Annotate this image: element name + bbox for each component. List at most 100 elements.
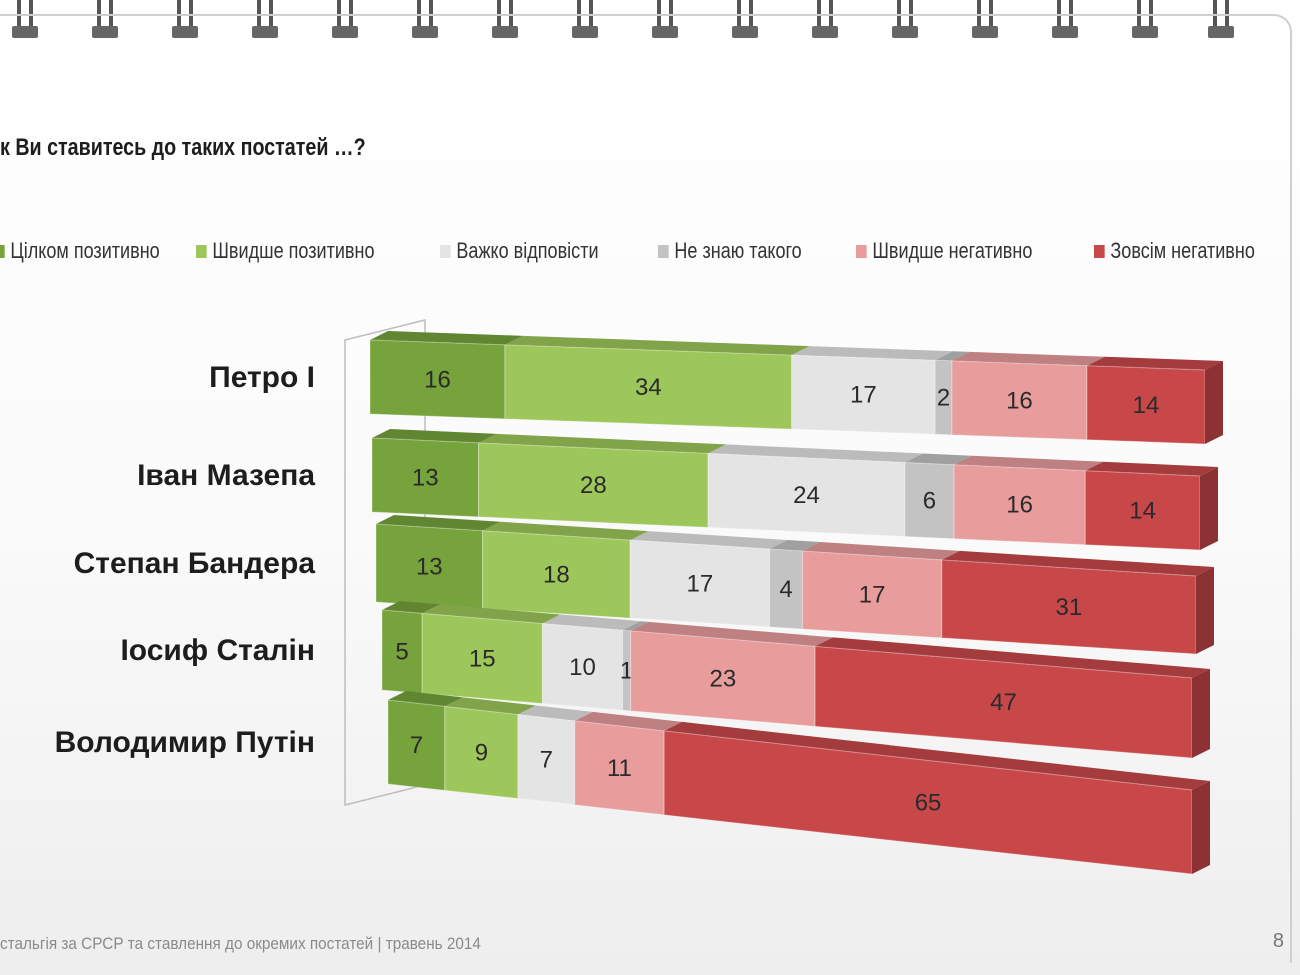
bar-segment-top	[1086, 356, 1223, 370]
data-label: 17	[687, 571, 714, 598]
legend-item: Зовсім негативно	[1094, 238, 1255, 264]
legend-item: Швидше негативно	[856, 238, 1032, 264]
page-border	[0, 14, 1292, 963]
bar-segment-top	[517, 705, 593, 721]
legend-item: Цілком позитивно	[0, 238, 160, 264]
data-label: 28	[580, 472, 607, 499]
bar-segment-top	[444, 697, 536, 715]
bar-segment-top	[951, 351, 1105, 366]
data-label: 2	[937, 385, 950, 412]
data-label: 6	[923, 488, 936, 515]
bar-segment-top	[791, 346, 954, 361]
data-label: 13	[416, 553, 443, 580]
bar-segment	[421, 612, 543, 705]
category-label: Володимир Путін	[55, 726, 315, 759]
category-label: Іван Мазепа	[137, 459, 315, 492]
bar-segment-top	[815, 637, 1210, 678]
legend-label: Важко відповісти	[456, 238, 599, 263]
bar-segment-top	[542, 614, 641, 631]
legend-label: Швидше позитивно	[212, 238, 375, 263]
data-label: 31	[1056, 594, 1083, 621]
data-label: 17	[859, 581, 886, 608]
data-label: 11	[607, 755, 632, 782]
data-label: 34	[635, 374, 662, 401]
bar-end-face	[1205, 361, 1223, 444]
bar-segment	[541, 622, 624, 711]
bar-segment-top	[935, 351, 970, 361]
legend-swatch	[658, 244, 669, 258]
category-label: Іосиф Сталін	[120, 634, 315, 667]
bar-end-face	[1192, 669, 1210, 758]
data-label: 14	[1129, 497, 1156, 524]
legend-item: Швидше позитивно	[196, 238, 375, 264]
data-label: 14	[1133, 392, 1160, 419]
bar-segment	[504, 344, 793, 430]
bar-segment-top	[708, 444, 923, 463]
bar-segment	[707, 452, 906, 537]
legend-label: Зовсім негативно	[1110, 238, 1255, 263]
bar-end-face	[1196, 567, 1214, 654]
legend-label: Цілком позитивно	[10, 238, 160, 263]
legend-swatch	[440, 244, 451, 258]
bar-segment-top	[630, 621, 834, 647]
bar-segment-top	[664, 721, 1210, 790]
bar-segment	[953, 464, 1086, 546]
legend-swatch	[0, 244, 5, 258]
bar-segment	[371, 437, 480, 518]
bar-end-face	[1200, 467, 1218, 550]
data-label: 7	[410, 732, 423, 759]
bar-segment	[951, 360, 1088, 441]
data-label: 24	[793, 482, 820, 509]
data-label: 7	[540, 747, 553, 774]
data-label: 15	[469, 645, 496, 672]
bar-segment-top	[954, 455, 1104, 471]
bar-segment-top	[388, 691, 463, 707]
category-label: Петро І	[209, 361, 315, 394]
legend-swatch	[1094, 244, 1105, 258]
bar-segment	[574, 720, 665, 816]
bar-segment-top	[376, 515, 501, 531]
bar-segment-top	[370, 331, 523, 345]
data-label: 9	[475, 739, 488, 766]
data-label: 5	[395, 639, 408, 666]
data-label: 16	[1006, 492, 1033, 519]
bar-segment	[630, 630, 816, 727]
data-label: 13	[412, 464, 439, 491]
data-label: 10	[569, 654, 596, 681]
legend-item: Важко відповісти	[440, 238, 599, 264]
data-label: 1	[620, 658, 633, 685]
bar-segment-top	[622, 621, 649, 631]
data-label: 65	[915, 789, 942, 816]
legend-item: Не знаю такого	[658, 238, 802, 264]
category-label: Степан Бандера	[74, 547, 316, 580]
bar-segment-top	[372, 429, 497, 443]
page-number: 8	[1272, 930, 1284, 952]
bar-segment-top	[630, 531, 788, 549]
bar-segment	[387, 699, 446, 791]
legend-swatch	[196, 244, 207, 258]
chart-legend: Цілком позитивно Швидше позитивно Важко ві…	[0, 238, 1300, 272]
data-label: 16	[1006, 387, 1033, 414]
bar-segment	[444, 705, 519, 800]
legend-label: Швидше негативно	[872, 238, 1033, 263]
data-label: 18	[543, 561, 570, 588]
slide-footer: стальгія за СРСР та ставлення до окремих…	[0, 934, 481, 953]
bar-segment	[478, 442, 709, 528]
bar-segment-top	[941, 550, 1214, 576]
bar-segment-top	[478, 433, 727, 454]
bar-segment	[904, 461, 955, 540]
bar-segment-top	[769, 539, 821, 552]
legend-label: Не знаю такого	[674, 238, 802, 263]
bar-segment-top	[904, 453, 973, 465]
bar-segment-top	[802, 542, 960, 560]
data-label: 23	[709, 666, 736, 693]
bar-segment-top	[504, 335, 810, 356]
bar-end-face	[1192, 781, 1210, 874]
bar-segment	[369, 339, 506, 420]
bar-segment-top	[1085, 461, 1218, 476]
legend-swatch	[856, 244, 867, 258]
data-label: 4	[779, 576, 792, 603]
bar-segment-top	[422, 604, 561, 624]
data-label: 47	[990, 689, 1017, 716]
